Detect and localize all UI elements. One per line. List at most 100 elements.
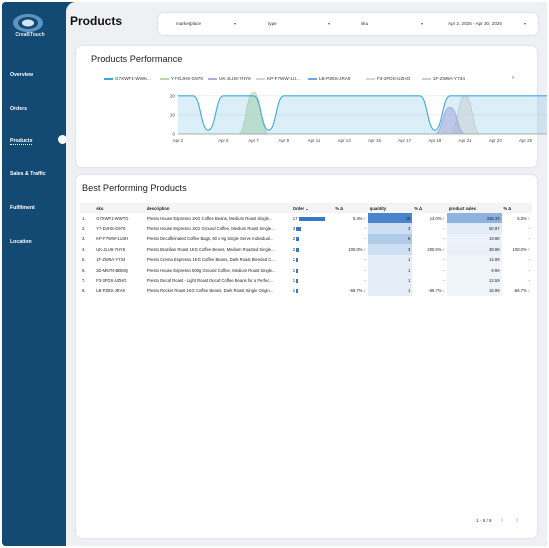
order-change-cell: - xyxy=(364,257,366,263)
row-index: 7. xyxy=(82,278,86,284)
order-cell: 3 xyxy=(291,223,334,233)
description-cell: Presto Decaf Roast - Light Roast Decaf C… xyxy=(146,278,273,284)
legend-item[interactable]: F3-3FDS-UZHO xyxy=(366,76,410,81)
product-sales-header[interactable]: product sales xyxy=(446,203,502,213)
table-row[interactable]: 8. LB-PZ8S-JRA9 Presto Rocket Roast 1KG Co… xyxy=(80,285,532,297)
sales-change-header[interactable]: % Δ xyxy=(501,203,532,213)
quantity-cell: 1 xyxy=(367,285,413,297)
order-bar xyxy=(296,247,300,252)
legend-swatch xyxy=(208,77,217,80)
x-tick-label: Apr 23 xyxy=(489,138,502,143)
quantity-header[interactable]: quantity xyxy=(367,203,413,213)
quantity-change-cell: - xyxy=(443,267,445,273)
x-tick-label: Apr 21 xyxy=(459,138,472,143)
quantity-change-header[interactable]: % Δ xyxy=(412,203,447,213)
order-change-cell: - xyxy=(364,236,366,242)
order-value: 17 xyxy=(292,215,298,221)
chevron-down-icon: ▾ xyxy=(524,21,527,26)
quantity-cell: 3 xyxy=(367,244,413,255)
sidebar-item-fulfilment[interactable]: Fulfilment xyxy=(10,205,35,211)
next-page-button[interactable]: › xyxy=(516,517,519,524)
sku-cell: Y7-DJHS-G970 xyxy=(96,226,126,232)
sku-cell: 2D-M57N-BBMQ xyxy=(96,267,128,273)
quantity-change-cell: - xyxy=(443,278,445,284)
legend-item[interactable]: UK-JLU6-7HY6 xyxy=(208,76,251,81)
marketplace-filter[interactable]: marketplace ▾ xyxy=(176,21,236,26)
table-row[interactable]: 1. G7XWF1-WWTG Presto House Espresso 1KG C… xyxy=(80,213,532,224)
description-cell: Presto House Espresso 1KG Ground Coffee,… xyxy=(146,226,275,232)
legend-label: 1F-ZW9A-Y734 xyxy=(433,76,465,81)
quantity-cell: 1 xyxy=(367,264,413,276)
order-change-cell: 100.0% ↑ xyxy=(348,246,366,252)
legend-item[interactable]: G7XWF1-WWK... xyxy=(104,76,151,81)
legend-item[interactable]: LB-PZ8S-JRA9 xyxy=(308,76,350,81)
description-header[interactable]: description xyxy=(144,203,291,213)
type-filter[interactable]: type ▾ xyxy=(268,21,330,26)
sku-cell: G7XWF1-WWTG xyxy=(96,215,129,221)
sales-change-cell: 5.3% ↑ xyxy=(517,215,530,221)
legend-label: LB-PZ8S-JRA9 xyxy=(319,76,351,81)
series-area xyxy=(178,95,547,134)
description-cell: Presto House Espresso 1KG Coffee Beans, … xyxy=(146,215,273,221)
order-bar xyxy=(296,278,298,283)
quantity-cell: 6 xyxy=(367,233,413,245)
order-header[interactable]: Order ⌄ xyxy=(290,203,334,213)
sku-header[interactable]: sku xyxy=(94,203,145,213)
series-line[interactable] xyxy=(178,95,547,131)
prev-page-button[interactable]: ‹ xyxy=(501,517,504,524)
legend-label: KP-F7WW-1U... xyxy=(267,76,300,81)
active-nav-indicator xyxy=(58,135,67,144)
table-row[interactable]: 2. Y7-DJHS-G970 Presto House Espresso 1KG … xyxy=(80,223,532,234)
sku-filter[interactable]: sku ▾ xyxy=(361,21,423,26)
quantity-cell: 3 xyxy=(367,223,413,234)
x-tick-label: Apr 15 xyxy=(368,138,381,143)
description-cell: Presto Rocket Roast 1KG Coffee Beans, Da… xyxy=(146,288,274,294)
legend-item[interactable]: 1F-ZW9A-Y734 xyxy=(422,76,465,81)
sidebar-item-location[interactable]: Location xyxy=(10,239,32,245)
quantity-change-cell: 200.0% ↑ xyxy=(427,246,445,252)
table-row[interactable]: 5. 1F-ZW9A-Y734 Presto Crema Espresso 1KG … xyxy=(80,254,532,265)
products-performance-panel: Products Performance xyxy=(76,46,537,167)
table-row[interactable]: 4. UK-JLU6-7HY6 Presto Brazilian Roast 1KG… xyxy=(80,244,532,255)
legend-label: G7XWF1-WWK... xyxy=(115,76,151,81)
row-index: 3. xyxy=(82,236,86,242)
chart-legend: G7XWF1-WWK... Y7-DJHS-G970 UK-JLU6-7HY6 KP-… xyxy=(104,75,520,84)
sales-cell: 14.99 xyxy=(446,254,502,265)
order-change-header[interactable]: % Δ xyxy=(333,203,368,213)
sidebar-item-overview[interactable]: Overview xyxy=(10,72,34,78)
sidebar-item-sales-traffic[interactable]: Sales & Traffic xyxy=(10,171,46,177)
sales-change-cell: -66.7% ↓ xyxy=(513,288,530,294)
order-change-cell: - xyxy=(364,278,366,284)
index-header xyxy=(80,203,95,213)
chevron-down-icon: ▾ xyxy=(421,21,424,26)
order-bar xyxy=(296,268,298,273)
sidebar-item-orders[interactable]: Orders xyxy=(10,106,28,112)
order-cell: 2 xyxy=(291,244,334,254)
row-index: 2. xyxy=(82,226,86,232)
sku-filter-label: sku xyxy=(361,21,369,26)
filter-bar: marketplace ▾ type ▾ sku ▾ Apr 2, 2025 -… xyxy=(158,13,538,35)
date-range-picker[interactable]: Apr 2, 2025 - Apr 30, 2025 ▾ xyxy=(448,21,526,26)
legend-label: F3-3FDS-UZHO xyxy=(377,76,411,81)
chevron-down-icon: ▾ xyxy=(328,21,331,26)
table-row[interactable]: 6. 2D-M57N-BBMQ Presto House Espresso 500g… xyxy=(80,264,532,276)
sku-cell: UK-JLU6-7HY6 xyxy=(96,246,126,252)
page-title: Products xyxy=(70,14,123,28)
sales-cell: 12.59 xyxy=(446,275,502,286)
sales-change-cell: - xyxy=(528,278,530,284)
x-tick-label: Apr 13 xyxy=(338,138,351,143)
legend-item[interactable]: KP-F7WW-1U... xyxy=(256,76,300,81)
order-cell: 17 xyxy=(291,213,334,223)
x-tick-label: Apr 17 xyxy=(398,138,411,143)
table-row[interactable]: 7. F3-3FDS-UZHO Presto Decaf Roast - Light… xyxy=(80,275,532,286)
marketplace-filter-label: marketplace xyxy=(176,21,202,26)
order-bar xyxy=(296,237,300,242)
legend-next-icon[interactable]: › xyxy=(512,75,514,81)
sidebar-item-products[interactable]: Products xyxy=(10,138,33,145)
order-cell: 1 xyxy=(291,255,334,265)
table-row[interactable]: 3. KP-F7WW-1U3H Presto Decaffeinated Coffe… xyxy=(80,233,532,245)
order-value: 1 xyxy=(292,288,296,294)
legend-item[interactable]: Y7-DJHS-G970 xyxy=(160,76,203,81)
series-area xyxy=(178,107,547,134)
quantity-cell: 1 xyxy=(367,275,413,286)
